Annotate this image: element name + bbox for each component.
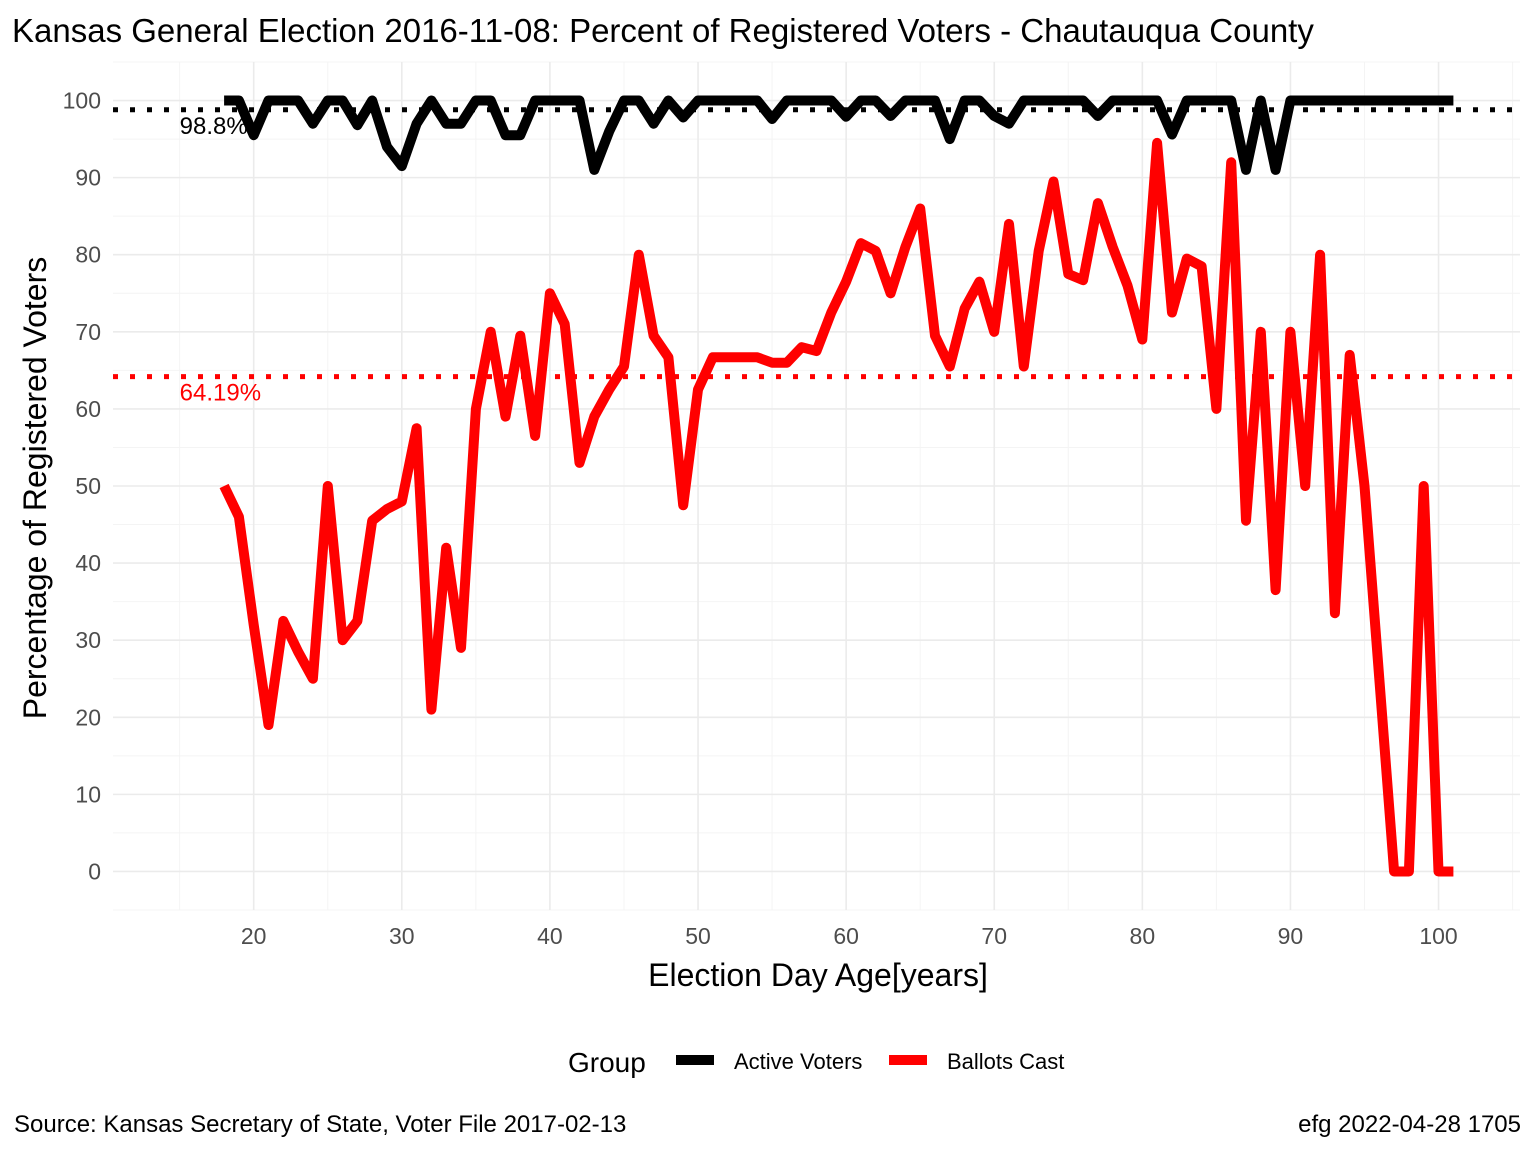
legend-title: Group — [568, 1047, 646, 1078]
x-tick-label: 80 — [1130, 923, 1156, 949]
x-tick-label: 90 — [1278, 923, 1304, 949]
y-tick-label: 20 — [75, 704, 101, 730]
x-tick-label: 30 — [389, 923, 415, 949]
y-axis-title: Percentage of Registered Voters — [17, 257, 53, 720]
source-caption: Source: Kansas Secretary of State, Voter… — [14, 1111, 626, 1138]
y-tick-label: 10 — [75, 781, 101, 807]
series-line-active-voters — [224, 95, 1454, 175]
reference-labels: 98.8% 64.19% — [180, 113, 261, 407]
y-tick-label: 90 — [75, 165, 101, 191]
x-tick-label: 70 — [981, 923, 1007, 949]
y-axis-ticks: 0 10 20 30 40 50 60 70 80 90 100 — [63, 88, 101, 885]
legend-key-ballots-cast — [889, 1055, 927, 1065]
credit-caption: efg 2022-04-28 1705 — [1298, 1111, 1521, 1138]
chart-title: Kansas General Election 2016-11-08: Perc… — [12, 12, 1314, 49]
y-tick-label: 40 — [75, 550, 101, 576]
legend-label-active-voters: Active Voters — [734, 1049, 862, 1074]
x-axis-title: Election Day Age[years] — [648, 957, 988, 993]
y-tick-label: 30 — [75, 627, 101, 653]
reference-label-0: 98.8% — [180, 113, 248, 140]
series-lines — [219, 95, 1454, 877]
x-axis-ticks: 20 30 40 50 60 70 80 90 100 — [241, 923, 1458, 949]
legend: Group Active Voters Ballots Cast — [568, 1047, 1064, 1078]
series-line-ballots-cast — [219, 137, 1454, 877]
y-tick-label: 70 — [75, 319, 101, 345]
y-tick-label: 0 — [88, 858, 101, 884]
x-tick-label: 60 — [833, 923, 859, 949]
y-tick-label: 60 — [75, 396, 101, 422]
x-tick-label: 100 — [1419, 923, 1457, 949]
x-tick-label: 40 — [537, 923, 563, 949]
reference-label-1: 64.19% — [180, 380, 261, 407]
legend-key-active-voters — [676, 1055, 714, 1065]
x-tick-label: 50 — [685, 923, 711, 949]
y-tick-label: 80 — [75, 242, 101, 268]
reference-lines — [113, 107, 1520, 380]
y-tick-label: 50 — [75, 473, 101, 499]
legend-label-ballots-cast: Ballots Cast — [947, 1049, 1064, 1074]
x-tick-label: 20 — [241, 923, 267, 949]
y-tick-label: 100 — [63, 88, 101, 114]
